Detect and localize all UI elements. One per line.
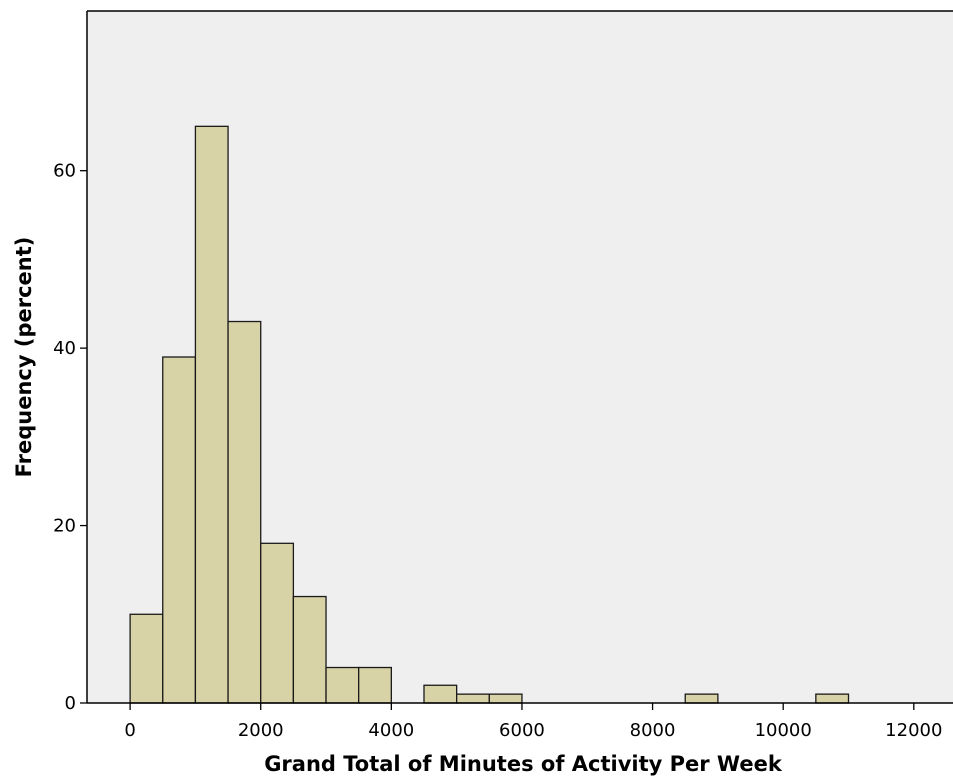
histogram-bar <box>260 542 295 704</box>
x-ticks-group: 0 2000 4000 6000 8000 10000 12000 <box>124 703 942 741</box>
x-axis-title: Grand Total of Minutes of Activity Per W… <box>264 752 783 776</box>
histogram-bar <box>456 693 490 704</box>
histogram-bar <box>129 613 164 704</box>
histogram-bar <box>358 666 392 704</box>
y-tick-label: 0 <box>65 693 76 714</box>
x-tick-label: 4000 <box>368 720 414 741</box>
y-ticks-group: 0 20 40 60 <box>53 161 87 714</box>
y-tick-label: 40 <box>53 338 76 359</box>
histogram-bar <box>488 693 523 704</box>
bars-group <box>129 125 850 704</box>
y-tick-label: 20 <box>53 516 76 537</box>
histogram-bar <box>292 595 327 704</box>
histogram-bar <box>684 693 719 704</box>
histogram-bar <box>423 684 458 704</box>
y-axis-title: Frequency (percent) <box>12 237 36 478</box>
x-tick-label: 10000 <box>755 720 812 741</box>
y-tick-label: 60 <box>53 161 76 182</box>
x-tick-label: 8000 <box>630 720 676 741</box>
x-tick-label: 2000 <box>238 720 284 741</box>
x-tick-label: 6000 <box>499 720 545 741</box>
x-tick-label: 12000 <box>885 720 942 741</box>
histogram-bar <box>325 666 360 704</box>
histogram-bar <box>162 356 197 704</box>
histogram-bar <box>194 125 229 704</box>
x-tick-label: 0 <box>124 720 135 741</box>
histogram-bar <box>227 320 262 704</box>
histogram-bar <box>815 693 850 704</box>
